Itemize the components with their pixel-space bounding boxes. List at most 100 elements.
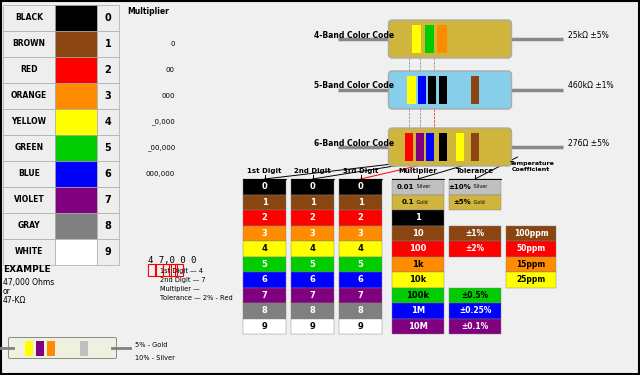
Text: WHITE: WHITE xyxy=(15,248,43,256)
Bar xyxy=(97,187,119,213)
Text: GREEN: GREEN xyxy=(15,144,44,153)
FancyBboxPatch shape xyxy=(388,71,511,109)
Bar xyxy=(392,179,444,195)
Text: 2: 2 xyxy=(104,65,111,75)
Text: 2: 2 xyxy=(262,213,268,222)
Bar xyxy=(97,135,119,161)
Bar xyxy=(392,241,444,256)
Bar xyxy=(392,303,444,318)
Text: 3: 3 xyxy=(358,229,364,238)
Text: 47,000 Ohms: 47,000 Ohms xyxy=(3,278,54,287)
Text: YELLOW: YELLOW xyxy=(12,117,47,126)
Text: 460kΩ ±1%: 460kΩ ±1% xyxy=(568,81,613,90)
Text: 0: 0 xyxy=(358,182,364,191)
Text: ORANGE: ORANGE xyxy=(11,92,47,100)
Bar xyxy=(97,31,119,57)
Text: 2: 2 xyxy=(310,213,316,222)
Bar xyxy=(291,225,334,241)
Bar xyxy=(55,213,97,239)
Bar xyxy=(169,264,177,276)
Text: 4: 4 xyxy=(104,117,111,127)
Bar xyxy=(97,5,119,31)
Bar xyxy=(3,213,55,239)
Bar xyxy=(405,133,413,161)
Bar xyxy=(437,25,447,53)
Text: 0: 0 xyxy=(170,41,175,47)
Text: 9: 9 xyxy=(262,322,268,331)
Text: Tolerance — 2% - Red: Tolerance — 2% - Red xyxy=(160,295,233,301)
Text: 3: 3 xyxy=(104,91,111,101)
Bar xyxy=(243,256,286,272)
Bar xyxy=(243,210,286,225)
Bar xyxy=(243,179,286,195)
Text: 0: 0 xyxy=(262,182,268,191)
Text: 8: 8 xyxy=(310,306,316,315)
Text: 000,000: 000,000 xyxy=(146,171,175,177)
Bar xyxy=(97,83,119,109)
Text: 1: 1 xyxy=(415,213,421,222)
Bar xyxy=(291,303,334,318)
Text: 2nd Digit: 2nd Digit xyxy=(294,168,331,174)
Text: 1: 1 xyxy=(104,39,111,49)
Bar xyxy=(449,303,501,318)
Bar xyxy=(438,76,447,104)
Text: 5-Band Color Code: 5-Band Color Code xyxy=(314,81,394,90)
Text: 10M: 10M xyxy=(408,322,428,331)
Text: Multiplier: Multiplier xyxy=(127,7,169,16)
Bar xyxy=(175,264,182,276)
Text: ±0.1%: ±0.1% xyxy=(461,322,488,331)
FancyBboxPatch shape xyxy=(388,128,511,166)
Bar xyxy=(339,256,382,272)
Bar xyxy=(3,83,55,109)
Text: 1M: 1M xyxy=(411,306,425,315)
Text: 100: 100 xyxy=(410,244,427,253)
Text: Gold: Gold xyxy=(472,200,484,205)
Bar xyxy=(339,210,382,225)
Text: Tolerance: Tolerance xyxy=(456,168,494,174)
Bar xyxy=(55,135,97,161)
Bar xyxy=(55,5,97,31)
Bar xyxy=(449,195,501,210)
Bar xyxy=(55,239,97,265)
Text: 10% - Silver: 10% - Silver xyxy=(135,355,175,361)
Text: BLACK: BLACK xyxy=(15,13,43,22)
Text: 10: 10 xyxy=(412,229,424,238)
Bar xyxy=(80,340,88,356)
Text: 2: 2 xyxy=(358,213,364,222)
Bar xyxy=(291,288,334,303)
Bar xyxy=(506,225,556,241)
Bar xyxy=(243,318,286,334)
Text: 5: 5 xyxy=(310,260,316,269)
Bar xyxy=(339,241,382,256)
Bar xyxy=(506,256,556,272)
Text: ±1%: ±1% xyxy=(465,229,484,238)
Bar xyxy=(339,225,382,241)
Text: or: or xyxy=(3,287,11,296)
Bar xyxy=(97,161,119,187)
Text: 7: 7 xyxy=(104,195,111,205)
Text: 6: 6 xyxy=(310,275,316,284)
Text: ±0.25%: ±0.25% xyxy=(459,306,491,315)
Bar xyxy=(456,133,464,161)
Bar xyxy=(36,340,44,356)
Text: 1: 1 xyxy=(310,198,316,207)
Text: 4: 4 xyxy=(310,244,316,253)
Text: Silver: Silver xyxy=(415,184,430,189)
Bar xyxy=(392,318,444,334)
Text: ±2%: ±2% xyxy=(465,244,484,253)
Text: 8: 8 xyxy=(104,221,111,231)
Bar xyxy=(408,76,415,104)
Bar xyxy=(243,303,286,318)
Text: 47-KΩ: 47-KΩ xyxy=(3,296,26,305)
Text: 4: 4 xyxy=(358,244,364,253)
Bar xyxy=(3,5,55,31)
Text: 7: 7 xyxy=(262,291,268,300)
Text: 50ppm: 50ppm xyxy=(516,244,546,253)
Text: BLUE: BLUE xyxy=(18,170,40,178)
Text: 9: 9 xyxy=(310,322,316,331)
Text: 25kΩ ±5%: 25kΩ ±5% xyxy=(568,30,608,39)
Text: VIOLET: VIOLET xyxy=(13,195,44,204)
Bar xyxy=(392,210,444,225)
Text: 7: 7 xyxy=(358,291,364,300)
Text: 5: 5 xyxy=(104,143,111,153)
